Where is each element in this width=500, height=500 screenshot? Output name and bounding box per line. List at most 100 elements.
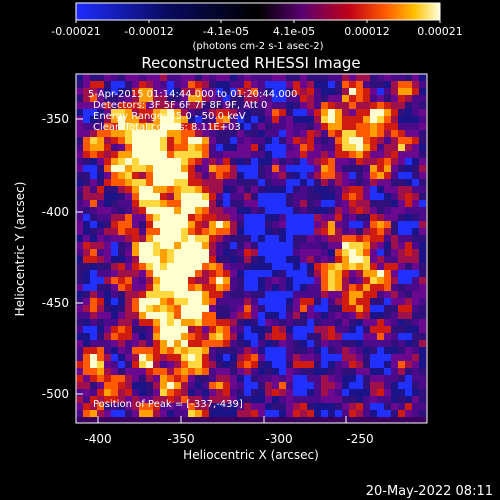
image-pixel	[321, 158, 328, 165]
image-pixel	[335, 375, 342, 382]
image-pixel	[195, 298, 202, 305]
image-pixel	[216, 235, 223, 242]
image-pixel	[223, 130, 230, 137]
image-pixel	[104, 354, 111, 361]
image-pixel	[335, 123, 342, 130]
image-pixel	[272, 207, 279, 214]
image-pixel	[398, 319, 405, 326]
image-pixel	[181, 305, 188, 312]
image-pixel	[356, 403, 363, 410]
image-pixel	[209, 319, 216, 326]
image-pixel	[398, 263, 405, 270]
image-pixel	[307, 130, 314, 137]
image-pixel	[181, 151, 188, 158]
image-pixel	[328, 368, 335, 375]
image-pixel	[377, 165, 384, 172]
image-pixel	[412, 410, 419, 417]
image-pixel	[90, 389, 97, 396]
image-pixel	[405, 298, 412, 305]
image-pixel	[202, 361, 209, 368]
image-pixel	[188, 88, 195, 95]
image-pixel	[363, 291, 370, 298]
image-pixel	[391, 410, 398, 417]
image-pixel	[314, 403, 321, 410]
image-pixel	[244, 361, 251, 368]
image-pixel	[139, 109, 146, 116]
image-pixel	[90, 130, 97, 137]
image-pixel	[265, 354, 272, 361]
image-pixel	[384, 333, 391, 340]
image-pixel	[258, 221, 265, 228]
image-pixel	[237, 242, 244, 249]
image-pixel	[377, 214, 384, 221]
image-pixel	[342, 116, 349, 123]
image-pixel	[349, 144, 356, 151]
image-pixel	[104, 102, 111, 109]
image-pixel	[188, 277, 195, 284]
image-pixel	[419, 165, 426, 172]
image-pixel	[419, 305, 426, 312]
image-pixel	[132, 270, 139, 277]
image-pixel	[244, 109, 251, 116]
image-pixel	[230, 312, 237, 319]
image-pixel	[272, 403, 279, 410]
colorbar-tick-label: -0.00012	[124, 25, 173, 38]
image-pixel	[160, 151, 167, 158]
image-pixel	[132, 312, 139, 319]
image-pixel	[195, 116, 202, 123]
image-pixel	[223, 109, 230, 116]
image-pixel	[174, 179, 181, 186]
image-pixel	[160, 144, 167, 151]
image-pixel	[202, 144, 209, 151]
image-pixel	[363, 298, 370, 305]
image-pixel	[76, 340, 83, 347]
image-pixel	[153, 116, 160, 123]
image-pixel	[139, 361, 146, 368]
image-pixel	[356, 109, 363, 116]
image-pixel	[335, 326, 342, 333]
image-pixel	[90, 186, 97, 193]
image-pixel	[146, 277, 153, 284]
image-pixel	[111, 158, 118, 165]
image-pixel	[314, 207, 321, 214]
image-pixel	[293, 291, 300, 298]
image-pixel	[321, 235, 328, 242]
image-pixel	[202, 235, 209, 242]
image-pixel	[342, 214, 349, 221]
image-pixel	[244, 333, 251, 340]
image-pixel	[279, 144, 286, 151]
image-pixel	[391, 158, 398, 165]
image-pixel	[167, 298, 174, 305]
image-pixel	[293, 410, 300, 417]
image-pixel	[174, 95, 181, 102]
image-pixel	[293, 228, 300, 235]
image-pixel	[405, 221, 412, 228]
image-pixel	[153, 263, 160, 270]
image-pixel	[139, 200, 146, 207]
image-pixel	[230, 200, 237, 207]
image-pixel	[195, 312, 202, 319]
image-pixel	[97, 249, 104, 256]
image-pixel	[419, 249, 426, 256]
image-pixel	[342, 242, 349, 249]
image-pixel	[174, 340, 181, 347]
image-pixel	[209, 249, 216, 256]
image-pixel	[230, 249, 237, 256]
image-pixel	[97, 382, 104, 389]
image-pixel	[391, 130, 398, 137]
image-pixel	[167, 284, 174, 291]
image-pixel	[188, 354, 195, 361]
image-pixel	[174, 165, 181, 172]
image-pixel	[139, 263, 146, 270]
image-pixel	[328, 284, 335, 291]
image-pixel	[349, 284, 356, 291]
image-pixel	[118, 326, 125, 333]
image-pixel	[132, 298, 139, 305]
image-pixel	[251, 382, 258, 389]
image-pixel	[412, 263, 419, 270]
image-pixel	[293, 95, 300, 102]
image-pixel	[377, 193, 384, 200]
image-pixel	[76, 102, 83, 109]
image-pixel	[202, 179, 209, 186]
image-pixel	[230, 102, 237, 109]
